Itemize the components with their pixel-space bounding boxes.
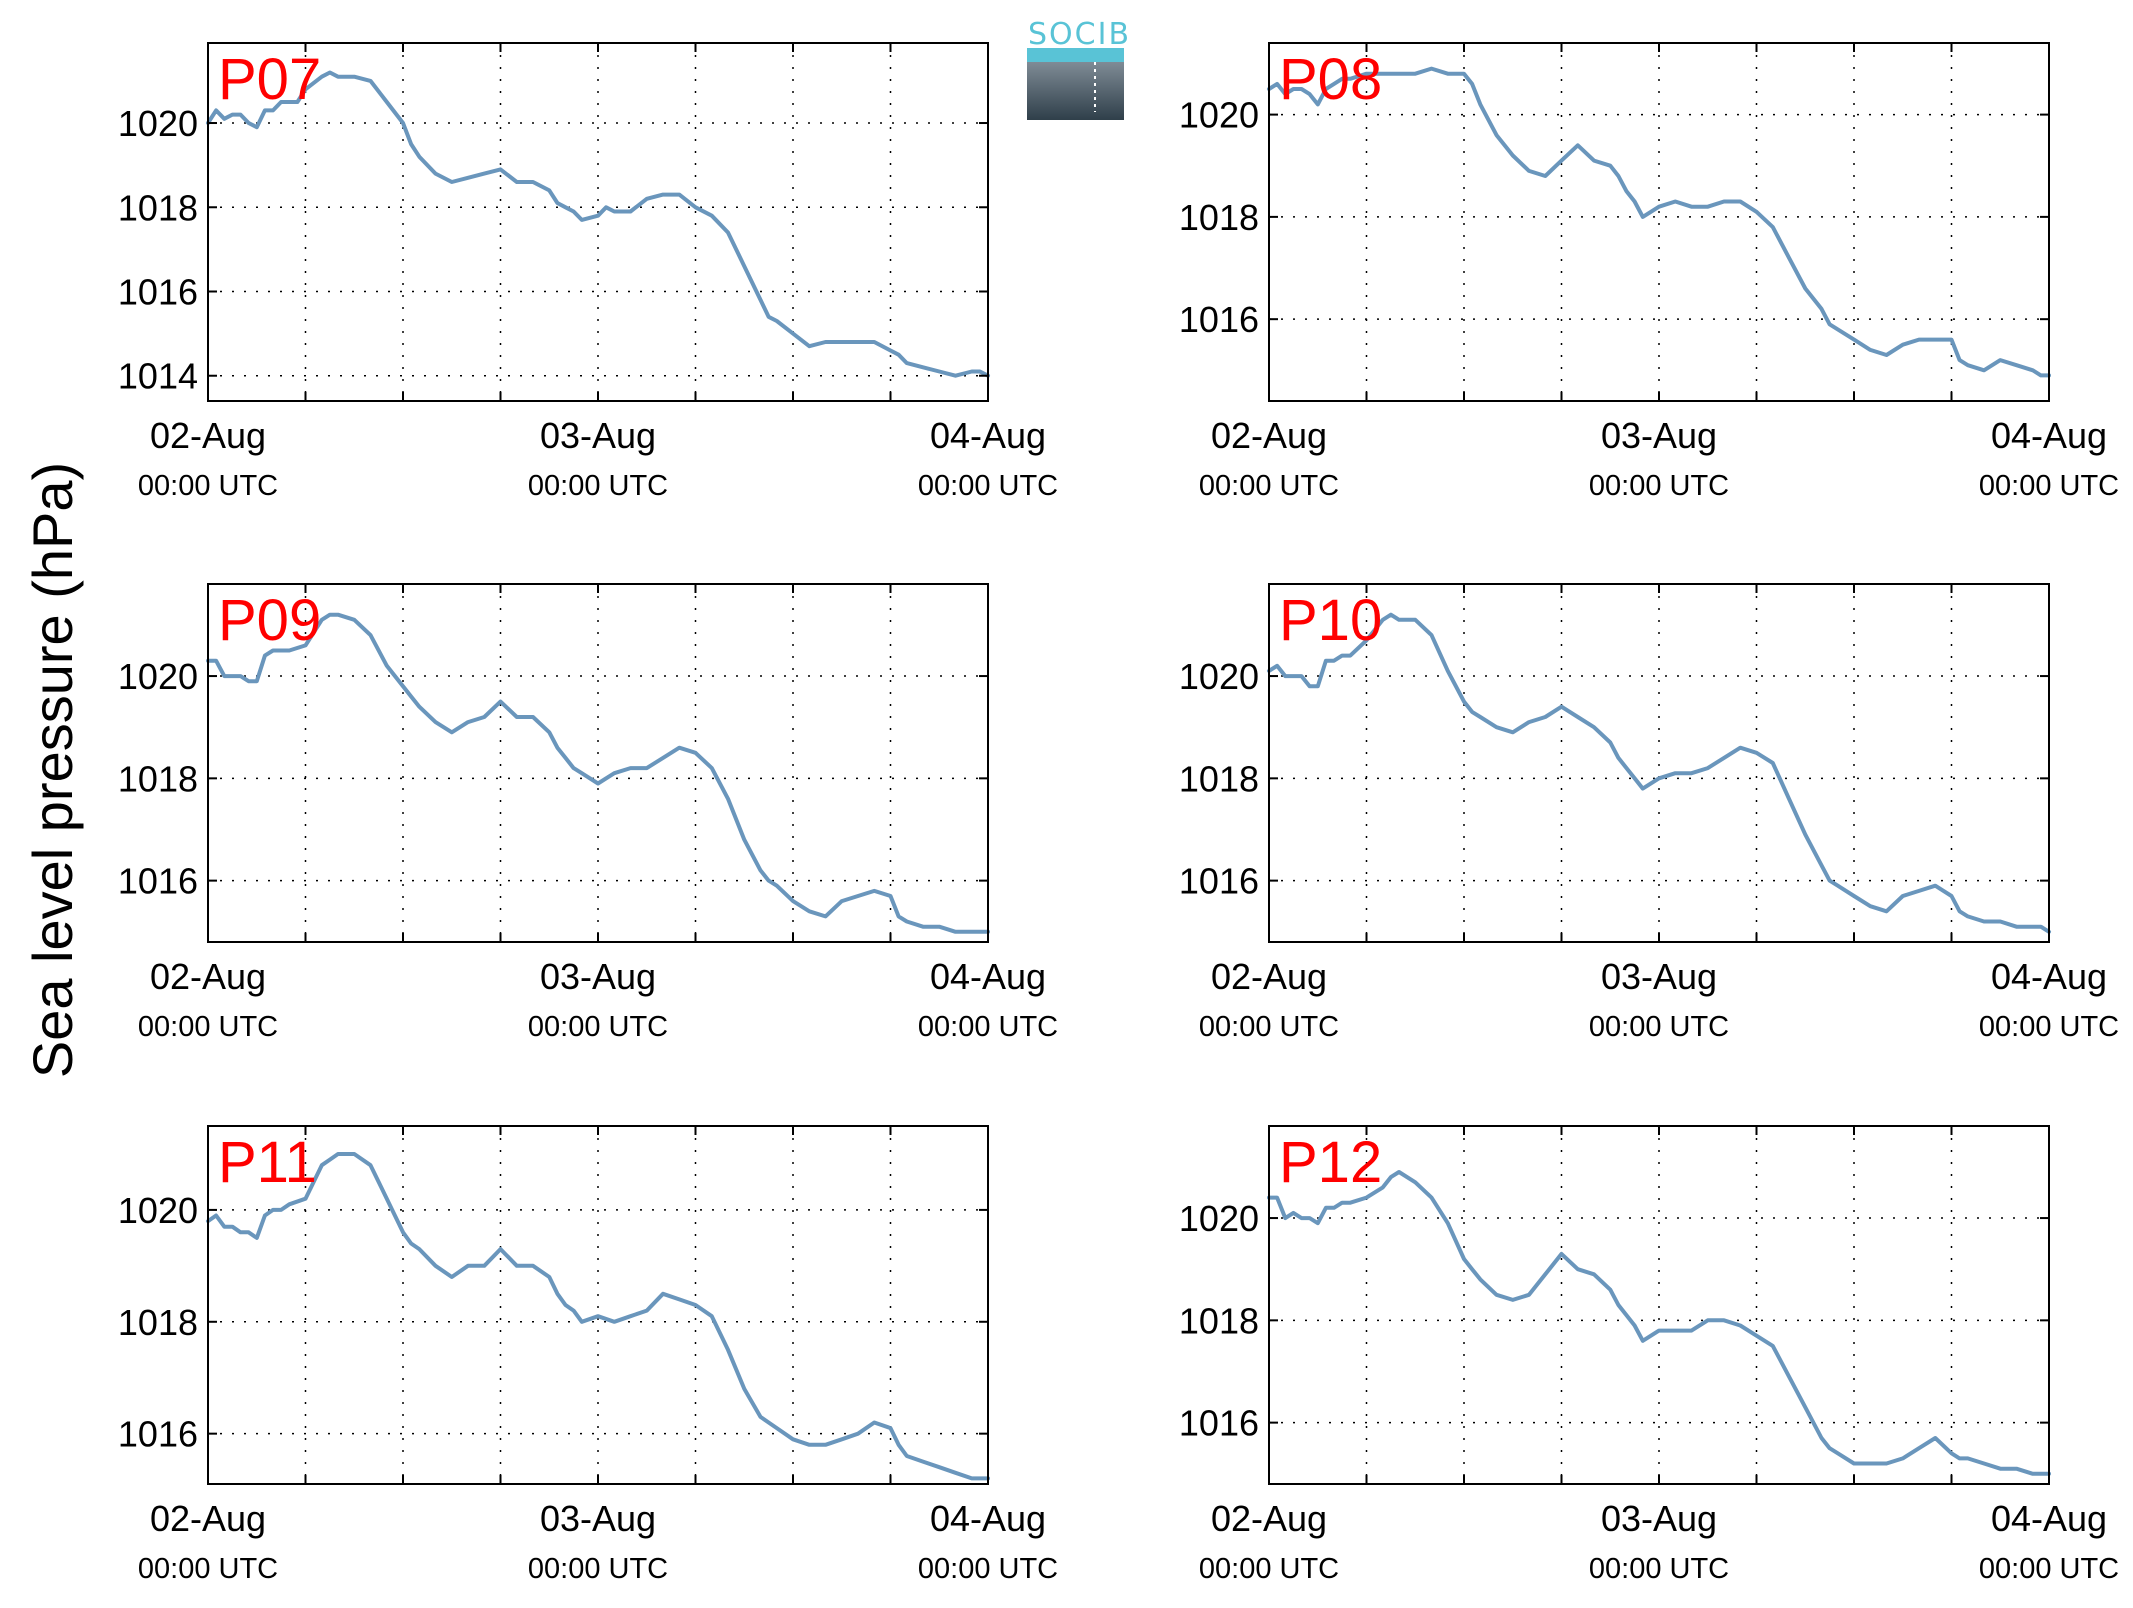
chart-panel-p07: 1014 1016 1018 1020 02-Aug 00:00 UTC 03-Aug 00:… xyxy=(118,42,1058,502)
panel-title: P10 xyxy=(1279,588,1382,653)
y-tick-label: 1016 xyxy=(118,271,198,312)
plot-area xyxy=(1269,584,2049,942)
pressure-series-line xyxy=(206,1152,990,1481)
plot-area xyxy=(1269,1126,2049,1484)
x-tick-label-date: 03-Aug xyxy=(1601,1498,1717,1539)
x-tick-label-time: 00:00 UTC xyxy=(1589,1011,1729,1043)
x-tick-label-date: 02-Aug xyxy=(150,415,266,456)
panel-title: P07 xyxy=(218,47,321,112)
x-tick-label-date: 03-Aug xyxy=(540,1498,656,1539)
x-tick-label-date: 02-Aug xyxy=(1211,1498,1327,1539)
x-tick-label-date: 04-Aug xyxy=(1991,415,2107,456)
x-tick-label-date: 03-Aug xyxy=(1601,956,1717,997)
y-tick-label: 1018 xyxy=(1179,197,1259,238)
panel-title: P12 xyxy=(1279,1130,1382,1195)
x-tick-label-date: 04-Aug xyxy=(930,1498,1046,1539)
plot-area xyxy=(208,584,988,942)
x-tick-label-date: 04-Aug xyxy=(930,415,1046,456)
logo-wave xyxy=(1027,48,1124,62)
y-tick-label: 1018 xyxy=(118,187,198,228)
x-tick-label-time: 00:00 UTC xyxy=(138,1553,278,1585)
panel-title: P09 xyxy=(218,588,321,653)
x-tick-label-time: 00:00 UTC xyxy=(1979,1553,2119,1585)
x-tick-label-date: 04-Aug xyxy=(1991,1498,2107,1539)
x-tick-label-time: 00:00 UTC xyxy=(528,470,668,502)
chart-panel-p12: 1016 1018 1020 02-Aug 00:00 UTC 03-Aug 00:00 U… xyxy=(1179,1125,2119,1585)
pressure-series-line xyxy=(1267,66,2051,378)
chart-panel-p08: 1016 1018 1020 02-Aug 00:00 UTC 03-Aug 00:00 U… xyxy=(1179,42,2119,502)
x-tick-label-time: 00:00 UTC xyxy=(918,1553,1058,1585)
x-tick-label-time: 00:00 UTC xyxy=(138,1011,278,1043)
pressure-series-line xyxy=(206,70,990,378)
x-tick-label-time: 00:00 UTC xyxy=(918,1011,1058,1043)
y-tick-label: 1018 xyxy=(118,758,198,799)
plot-area xyxy=(208,1126,988,1484)
socib-logo: SOCIB xyxy=(1027,17,1131,120)
plot-area xyxy=(208,43,988,401)
y-tick-label: 1020 xyxy=(1179,95,1259,136)
x-tick-label-time: 00:00 UTC xyxy=(1979,470,2119,502)
x-tick-label-time: 00:00 UTC xyxy=(1589,470,1729,502)
panel-title: P11 xyxy=(218,1130,317,1195)
pressure-series-line xyxy=(206,612,990,934)
y-tick-label: 1014 xyxy=(118,356,198,397)
y-tick-label: 1018 xyxy=(1179,758,1259,799)
x-tick-label-time: 00:00 UTC xyxy=(138,470,278,502)
y-tick-label: 1020 xyxy=(1179,1198,1259,1239)
y-tick-label: 1020 xyxy=(118,1190,198,1231)
x-tick-label-time: 00:00 UTC xyxy=(1199,1553,1339,1585)
x-tick-label-date: 04-Aug xyxy=(930,956,1046,997)
x-tick-label-date: 02-Aug xyxy=(1211,956,1327,997)
y-tick-label: 1018 xyxy=(118,1302,198,1343)
y-tick-label: 1016 xyxy=(118,1414,198,1455)
plot-area xyxy=(1269,43,2049,401)
y-axis-label: Sea level pressure (hPa) xyxy=(21,462,84,1078)
panels: 1014 1016 1018 1020 02-Aug 00:00 UTC 03-Aug 00:… xyxy=(118,42,2119,1585)
pressure-series-line xyxy=(1267,1170,2051,1476)
x-tick-label-date: 02-Aug xyxy=(1211,415,1327,456)
x-tick-label-date: 02-Aug xyxy=(150,1498,266,1539)
chart-panel-p09: 1016 1018 1020 02-Aug 00:00 UTC 03-Aug 00:00 U… xyxy=(118,583,1058,1043)
chart-panel-p10: 1016 1018 1020 02-Aug 00:00 UTC 03-Aug 00:00 U… xyxy=(1179,583,2119,1043)
y-tick-label: 1020 xyxy=(118,103,198,144)
x-tick-label-time: 00:00 UTC xyxy=(528,1011,668,1043)
y-tick-label: 1016 xyxy=(1179,861,1259,902)
chart-panel-p11: 1016 1018 1020 02-Aug 00:00 UTC 03-Aug 00:00 U… xyxy=(118,1125,1058,1585)
pressure-series-line xyxy=(1267,612,2051,934)
x-tick-label-date: 03-Aug xyxy=(540,415,656,456)
y-tick-label: 1016 xyxy=(118,861,198,902)
y-tick-label: 1020 xyxy=(1179,656,1259,697)
panel-title: P08 xyxy=(1279,47,1382,112)
x-tick-label-time: 00:00 UTC xyxy=(918,470,1058,502)
x-tick-label-date: 03-Aug xyxy=(1601,415,1717,456)
y-tick-label: 1016 xyxy=(1179,1403,1259,1444)
logo-block xyxy=(1027,54,1124,120)
x-tick-label-date: 04-Aug xyxy=(1991,956,2107,997)
x-tick-label-time: 00:00 UTC xyxy=(1199,1011,1339,1043)
x-tick-label-time: 00:00 UTC xyxy=(528,1553,668,1585)
y-tick-label: 1018 xyxy=(1179,1300,1259,1341)
x-tick-label-time: 00:00 UTC xyxy=(1979,1011,2119,1043)
x-tick-label-date: 02-Aug xyxy=(150,956,266,997)
x-tick-label-date: 03-Aug xyxy=(540,956,656,997)
logo-text: SOCIB xyxy=(1028,17,1131,52)
x-tick-label-time: 00:00 UTC xyxy=(1199,470,1339,502)
y-tick-label: 1020 xyxy=(118,656,198,697)
x-tick-label-time: 00:00 UTC xyxy=(1589,1553,1729,1585)
y-tick-label: 1016 xyxy=(1179,299,1259,340)
